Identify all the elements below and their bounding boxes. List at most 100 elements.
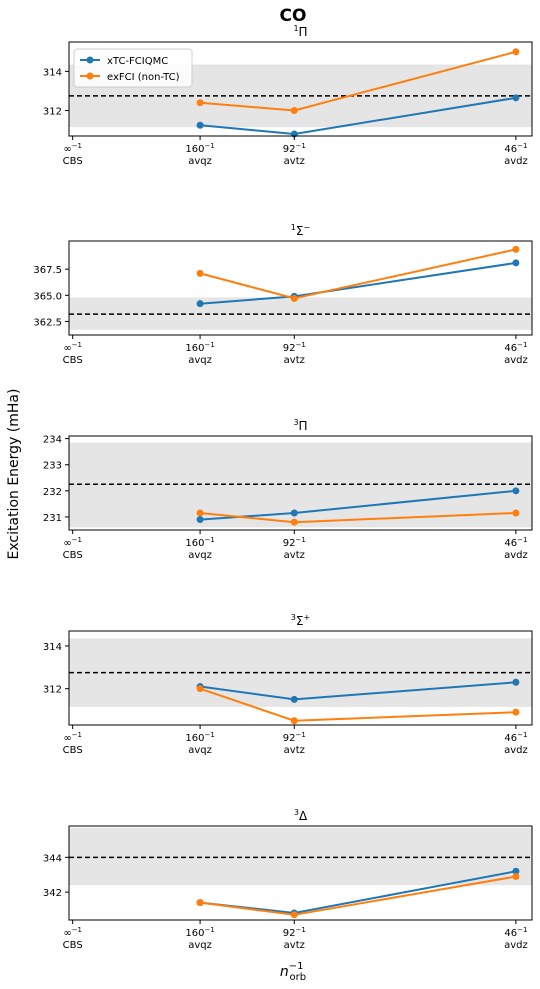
x-tick-exponent: −1 <box>517 341 527 349</box>
subplot-title: 3Π <box>293 418 307 433</box>
subplot-title-sup: 3 <box>293 418 298 427</box>
data-point-exfci <box>196 509 204 517</box>
y-tick-label: 234 <box>43 435 62 446</box>
data-point-exfci <box>512 708 520 716</box>
data-point-exfci <box>512 509 520 517</box>
figure-title: CO <box>280 6 307 26</box>
legend-label-exfci: exFCI (non-TC) <box>107 72 180 83</box>
x-tick-value: 160 <box>185 343 204 354</box>
legend-label-xtc: xTC-FCIQMC <box>107 56 168 67</box>
y-tick-label: 342 <box>43 888 62 899</box>
data-point-exfci <box>290 717 298 725</box>
subplot-title-main: Σ <box>296 614 304 628</box>
data-point-xtc <box>512 94 520 102</box>
x-tick-exponent: −1 <box>204 142 214 150</box>
x-tick-basis-label: avqz <box>188 745 212 756</box>
x-tick-value: ∞ <box>63 343 71 354</box>
x-tick-value: 92 <box>283 733 296 744</box>
subplot-title-sup: 3 <box>294 808 299 817</box>
x-tick-value: 92 <box>283 538 296 549</box>
subplot-title-sup: 3 <box>291 613 296 622</box>
x-tick-label: ∞−1 <box>63 341 82 354</box>
subplot-title-sup: 1 <box>291 223 296 232</box>
data-point-xtc <box>512 867 520 875</box>
x-tick-exponent: −1 <box>72 536 82 544</box>
subplot-title-tail: − <box>303 223 310 232</box>
x-tick-label: ∞−1 <box>63 536 82 549</box>
x-tick-basis-label: avtz <box>284 156 305 167</box>
x-tick-basis-label: avqz <box>188 355 212 366</box>
subplots: 1Π312314∞−1CBS160−1avqz92−1avtz46−1avdz1… <box>33 24 533 951</box>
legend-marker-exfci <box>86 72 94 80</box>
x-tick-label: 160−1 <box>185 536 214 549</box>
x-tick-value: 92 <box>283 144 296 155</box>
x-tick-exponent: −1 <box>295 142 305 150</box>
x-tick-basis-label: avqz <box>188 550 212 561</box>
data-point-xtc <box>196 121 204 129</box>
x-tick-exponent: −1 <box>204 926 214 934</box>
x-tick-label: ∞−1 <box>63 142 82 155</box>
x-tick-label: 160−1 <box>185 731 214 744</box>
data-point-exfci <box>512 245 520 253</box>
legend-marker-xtc <box>86 56 94 64</box>
x-tick-exponent: −1 <box>517 142 527 150</box>
subplot-2: 1Σ−362.5365.0367.5∞−1CBS160−1avqz92−1avt… <box>33 223 533 366</box>
x-tick-label: 92−1 <box>283 536 306 549</box>
x-tick-label: 160−1 <box>185 142 214 155</box>
x-axis-label: n−1 orb <box>280 961 306 983</box>
x-tick-basis-label: avtz <box>284 940 305 951</box>
y-axis-label: Excitation Energy (mHa) <box>6 389 22 560</box>
data-point-xtc <box>290 509 298 517</box>
x-tick-value: 46 <box>504 144 517 155</box>
subplot-title-main: Δ <box>299 809 308 823</box>
x-tick-basis-label: CBS <box>63 550 83 561</box>
data-point-exfci <box>290 911 298 919</box>
subplot-title-sup: 1 <box>293 24 298 33</box>
x-tick-basis-label: CBS <box>63 355 83 366</box>
x-tick-exponent: −1 <box>204 341 214 349</box>
x-tick-value: 160 <box>185 144 204 155</box>
x-tick-value: 92 <box>283 343 296 354</box>
data-point-exfci <box>290 294 298 302</box>
x-tick-label: 160−1 <box>185 926 214 939</box>
x-tick-exponent: −1 <box>295 536 305 544</box>
x-tick-label: 92−1 <box>283 341 306 354</box>
y-tick-label: 231 <box>43 513 62 524</box>
data-point-exfci <box>196 899 204 907</box>
x-tick-value: ∞ <box>63 144 71 155</box>
x-axis-label-sub: orb <box>290 972 307 983</box>
y-tick-label: 314 <box>43 67 62 78</box>
x-tick-basis-label: avdz <box>504 355 528 366</box>
y-tick-label: 314 <box>43 642 62 653</box>
x-tick-exponent: −1 <box>295 926 305 934</box>
x-tick-value: ∞ <box>63 733 71 744</box>
x-tick-label: 46−1 <box>504 142 527 155</box>
subplot-title-main: Σ <box>296 224 304 238</box>
x-tick-value: 46 <box>504 733 517 744</box>
series-line-exfci <box>199 248 517 300</box>
x-tick-label: 92−1 <box>283 731 306 744</box>
x-tick-value: 46 <box>504 343 517 354</box>
subplot-title: 3Δ <box>294 808 308 823</box>
x-tick-basis-label: CBS <box>63 940 83 951</box>
data-point-xtc <box>196 516 204 524</box>
data-point-xtc <box>512 259 520 267</box>
x-tick-basis-label: CBS <box>63 745 83 756</box>
y-tick-label: 367.5 <box>33 265 62 276</box>
x-tick-exponent: −1 <box>72 341 82 349</box>
x-tick-value: 92 <box>283 928 296 939</box>
x-tick-label: 46−1 <box>504 341 527 354</box>
x-axis-label-main: n <box>280 964 289 980</box>
data-point-exfci <box>290 518 298 526</box>
reference-band <box>69 827 532 886</box>
subplot-title-main: Π <box>299 25 308 39</box>
x-tick-exponent: −1 <box>517 926 527 934</box>
subplot-title: 1Π <box>293 24 307 39</box>
plot-frame <box>68 435 533 531</box>
x-tick-label: 92−1 <box>283 926 306 939</box>
y-tick-label: 344 <box>43 853 62 864</box>
y-tick-label: 312 <box>43 107 62 118</box>
